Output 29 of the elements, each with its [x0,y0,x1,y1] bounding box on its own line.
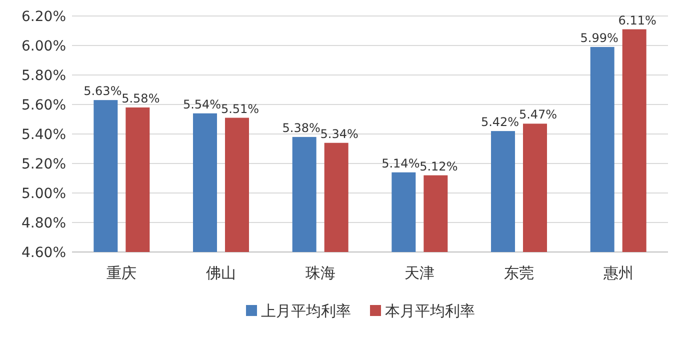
y-tick-label: 5.80% [22,68,66,84]
y-tick-label: 6.00% [22,38,66,54]
data-label: 5.58% [122,91,160,106]
data-label: 5.14% [382,156,420,170]
x-tick-label: 佛山 [206,264,236,282]
x-tick-label: 珠海 [305,264,336,282]
data-label: 5.51% [220,102,260,116]
data-label: 5.47% [518,108,558,122]
legend-label: 上月平均利率 [261,302,351,320]
data-label: 5.54% [182,97,222,112]
x-tick-label: 天津 [404,264,435,282]
x-tick-label: 惠州 [602,264,634,282]
y-tick-label: 6.20% [22,9,66,25]
y-tick-label: 5.00% [22,186,66,202]
data-label: 5.63% [84,84,122,98]
data-label: 5.99% [580,30,618,45]
y-tick-label: 5.20% [22,156,66,172]
x-tick-label: 东莞 [504,264,534,282]
data-label: 6.11% [618,13,656,28]
data-label: 5.34% [320,126,358,141]
y-tick-label: 5.60% [22,98,66,114]
data-label: 5.38% [282,120,320,135]
y-tick-label: 4.60% [22,245,66,261]
legend-label: 本月平均利率 [385,302,475,320]
y-tick-label: 5.40% [22,127,66,143]
x-tick-label: 重庆 [106,264,137,282]
data-label: 5.12% [420,159,458,174]
data-label: 5.42% [480,115,520,130]
y-tick-label: 4.80% [22,216,66,232]
